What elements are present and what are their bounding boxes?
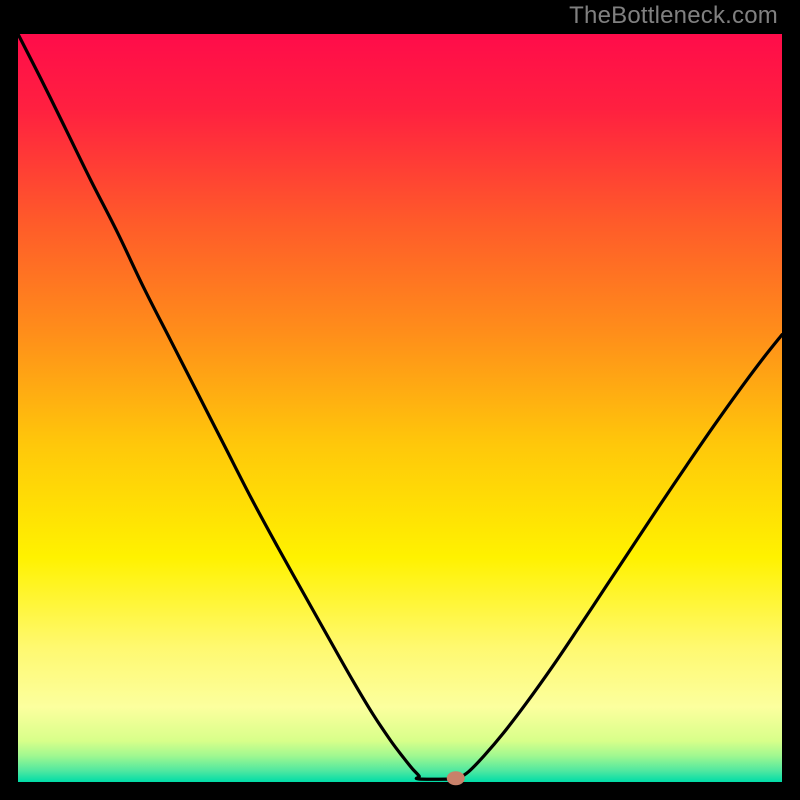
optimum-marker — [447, 771, 465, 785]
bottleneck-chart-svg — [0, 0, 800, 800]
plot-area — [18, 34, 782, 782]
watermark-text: TheBottleneck.com — [569, 2, 778, 30]
chart-canvas: TheBottleneck.com — [0, 0, 800, 800]
